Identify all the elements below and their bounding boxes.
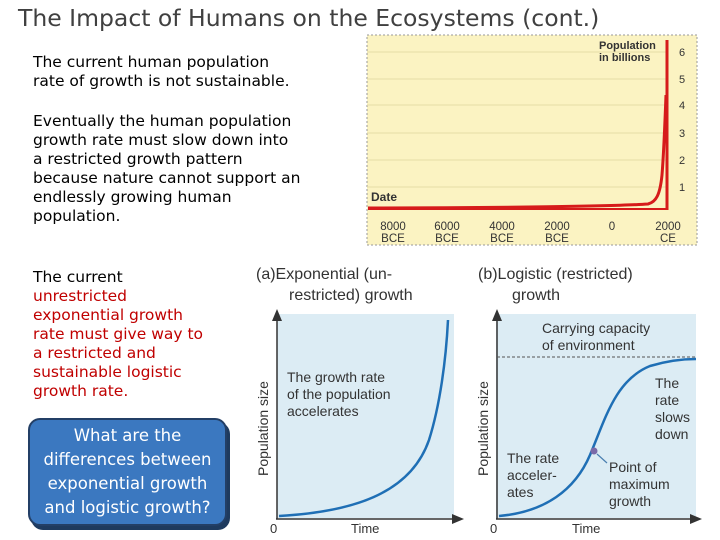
chart-background — [366, 34, 698, 246]
paragraph-line: The current human population — [33, 53, 270, 71]
carrying-capacity-label: Carrying capacity — [542, 320, 650, 336]
x-tick-label: BCE — [545, 233, 569, 245]
logistic-panel — [496, 314, 696, 518]
max-growth-label: Point of — [609, 459, 657, 475]
slows-down-label: down — [655, 426, 688, 442]
exponential-panel — [277, 314, 454, 518]
question-callout: What are the differences between exponen… — [28, 418, 227, 526]
paragraph-line: population. — [33, 207, 121, 225]
exponential-origin: 0 — [270, 521, 277, 536]
x-tick-label: BCE — [381, 233, 405, 245]
paragraph-line: endlessly growing human — [33, 188, 232, 206]
y-tick-label: 5 — [679, 74, 685, 86]
paragraph-line: Eventually the human population — [33, 112, 292, 130]
chart-ylabel: Population — [599, 40, 656, 52]
paragraph-sustainability: The current human population rate of gro… — [33, 53, 290, 91]
paragraph-line-emphasis: a restricted and — [33, 344, 156, 362]
y-tick-label: 4 — [679, 100, 685, 112]
paragraph-slow-down: Eventually the human population growth r… — [33, 112, 300, 226]
chart-ylabel: in billions — [599, 52, 650, 64]
paragraph-line-emphasis: unrestricted — [33, 287, 128, 305]
paragraph-line: The current — [33, 268, 123, 286]
logistic-ylabel: Population size — [475, 381, 491, 476]
paragraph-line-emphasis: exponential growth — [33, 306, 183, 324]
x-tick-label: CE — [660, 233, 676, 245]
max-growth-point — [590, 447, 598, 455]
paragraph-line-emphasis: growth rate. — [33, 382, 129, 400]
logistic-origin: 0 — [490, 521, 497, 536]
accelerates-label: The rate — [507, 450, 559, 466]
exponential-curve — [278, 319, 450, 518]
exponential-note: of the population — [287, 386, 391, 402]
y-tick-label: 1 — [679, 182, 685, 194]
logistic-heading: growth — [512, 287, 560, 304]
logistic-heading: (b)Logistic (restricted) — [478, 266, 633, 283]
y-tick-label: 3 — [679, 128, 685, 140]
paragraph-line-emphasis: rate must give way to — [33, 325, 204, 343]
paragraph-line: growth rate must slow down into — [33, 131, 289, 149]
arrow-icon — [272, 309, 282, 321]
max-growth-label: growth — [609, 493, 651, 509]
pointer-line — [596, 453, 608, 464]
exponential-note: The growth rate — [287, 369, 385, 385]
exponential-ylabel: Population size — [255, 381, 271, 476]
y-tick-label: 6 — [679, 47, 685, 59]
x-tick-label: 8000 — [380, 221, 406, 233]
paragraph-line: a restricted growth pattern — [33, 150, 243, 168]
max-growth-label: maximum — [609, 476, 670, 492]
exponential-heading: restricted) growth — [289, 287, 413, 304]
paragraph-give-way: The current unrestricted exponential gro… — [33, 268, 203, 401]
x-tick-label: BCE — [490, 233, 514, 245]
paragraph-line: because nature cannot support an — [33, 169, 301, 187]
slide-title: The Impact of Humans on the Ecosystems (… — [18, 4, 600, 32]
logistic-curve — [498, 357, 697, 518]
arrow-icon — [452, 514, 464, 524]
arrow-icon — [690, 514, 702, 524]
question-line: and logistic growth? — [44, 498, 211, 517]
x-tick-label: 2000 — [544, 221, 570, 233]
question-line: exponential growth — [47, 474, 208, 493]
logistic-xlabel: Time — [572, 521, 600, 536]
arrow-icon — [492, 309, 502, 321]
x-tick-label: 6000 — [434, 221, 460, 233]
paragraph-line: rate of growth is not sustainable. — [33, 72, 290, 90]
x-tick-label: BCE — [435, 233, 459, 245]
slows-down-label: The — [655, 375, 679, 391]
y-tick-label: 2 — [679, 155, 685, 167]
accelerates-label: ates — [507, 484, 533, 500]
slows-down-label: slows — [655, 409, 690, 425]
question-line: differences between — [43, 450, 212, 469]
exponential-heading: (a)Exponential (un- — [256, 266, 392, 283]
slows-down-label: rate — [655, 392, 679, 408]
population-line — [367, 94, 668, 210]
x-tick-label: 4000 — [489, 221, 515, 233]
paragraph-line-emphasis: sustainable logistic — [33, 363, 182, 381]
exponential-xlabel: Time — [351, 521, 379, 536]
carrying-capacity-label: of environment — [542, 337, 635, 353]
question-line: What are the — [73, 426, 182, 445]
exponential-note: accelerates — [287, 403, 359, 419]
chart-xlabel: Date — [371, 190, 397, 204]
x-tick-label: 2000 — [655, 221, 681, 233]
accelerates-label: acceler- — [507, 467, 557, 483]
x-tick-label: 0 — [609, 221, 615, 233]
